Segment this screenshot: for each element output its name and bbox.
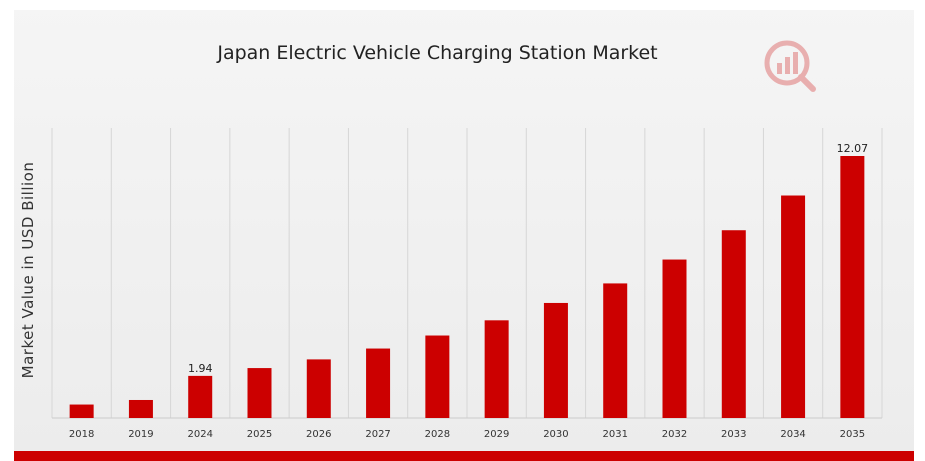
bars: [69, 156, 865, 418]
bar-2028: [425, 335, 450, 418]
x-tick-label-2031: 2031: [602, 429, 627, 440]
bar-2035: [840, 156, 865, 418]
value-labels: 1.94 12.07: [188, 142, 868, 375]
bar-2026: [306, 359, 331, 418]
x-tick-label-2035: 2035: [840, 429, 865, 440]
bar-2025: [247, 368, 272, 418]
x-tick-label-2019: 2019: [128, 429, 153, 440]
data-label-2024: 1.94: [188, 362, 213, 375]
bar-2030: [543, 302, 568, 418]
data-label-2035: 12.07: [837, 142, 869, 155]
x-tick-label-2029: 2029: [484, 429, 509, 440]
x-tick-label-2032: 2032: [662, 429, 687, 440]
x-tick-label-2028: 2028: [425, 429, 450, 440]
bar-2024: [188, 375, 213, 418]
x-tick-label-2033: 2033: [721, 429, 746, 440]
x-tick-label-2018: 2018: [69, 429, 94, 440]
x-tick-label-2025: 2025: [247, 429, 272, 440]
left-margin: [0, 0, 14, 461]
chart-title: Japan Electric Vehicle Charging Station …: [217, 42, 658, 64]
x-tick-labels: 2018 2019 2024 2025 2026 2027 2028 2029 2030 2031…: [69, 429, 865, 440]
bar-2034: [781, 195, 806, 418]
bar-chart-magnifier-icon: [764, 40, 816, 92]
x-tick-label-2026: 2026: [306, 429, 331, 440]
bar-2029: [484, 320, 509, 418]
bar-2019: [128, 399, 153, 418]
x-tick-label-2034: 2034: [780, 429, 805, 440]
grid-lines: [51, 128, 883, 418]
x-tick-label-2030: 2030: [543, 429, 568, 440]
bar-2027: [366, 348, 391, 418]
bar-2031: [603, 283, 628, 418]
x-tick-label-2027: 2027: [365, 429, 390, 440]
top-margin: [0, 0, 925, 10]
bottom-accent-bar: [14, 451, 914, 461]
bar-2032: [662, 259, 687, 418]
bar-2033: [721, 230, 746, 418]
x-tick-label-2024: 2024: [187, 429, 212, 440]
bar-2018: [69, 404, 94, 418]
right-margin: [914, 0, 925, 461]
